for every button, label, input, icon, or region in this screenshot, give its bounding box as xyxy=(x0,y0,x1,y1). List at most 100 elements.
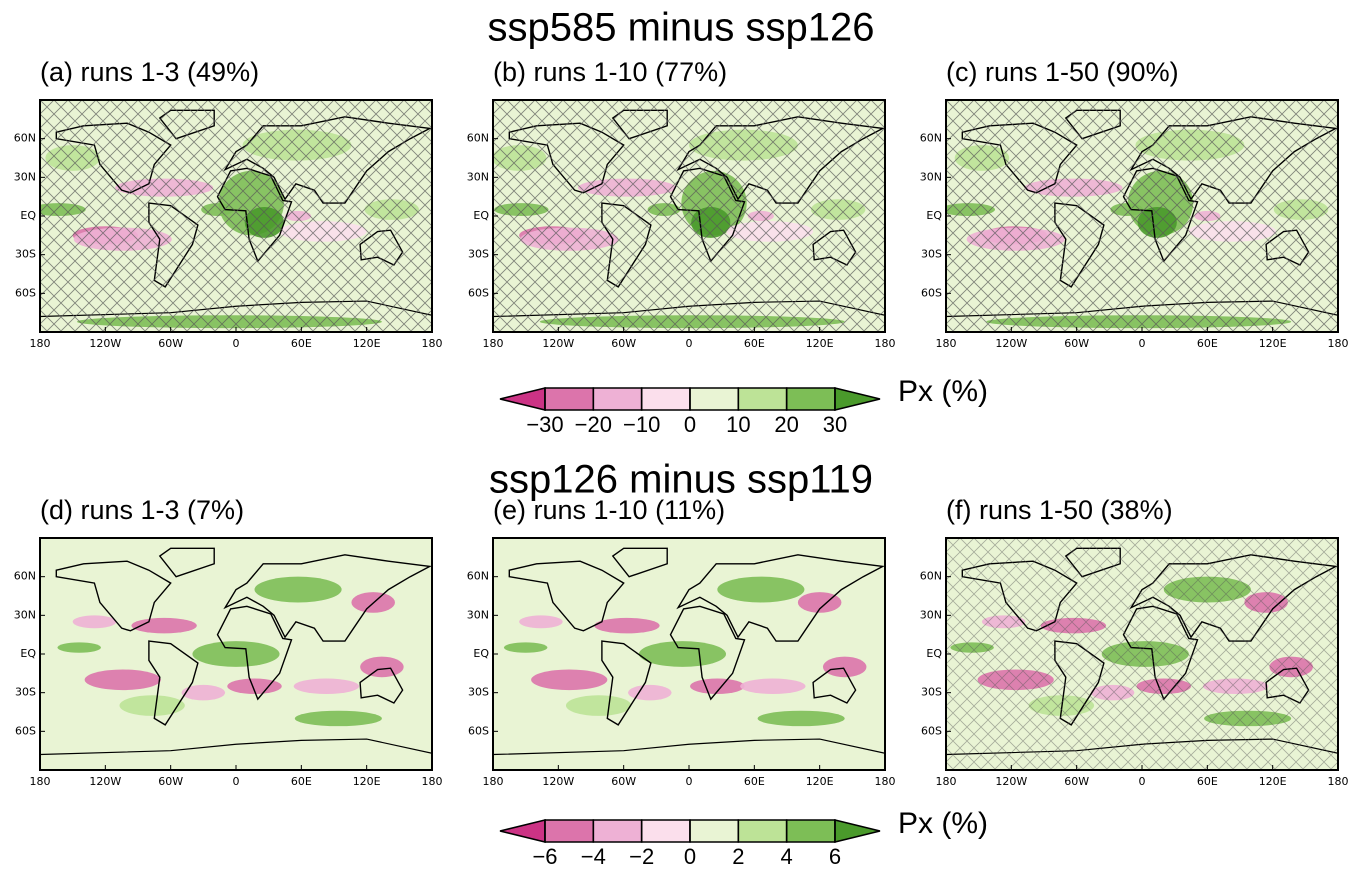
lon-tick-label: 0 xyxy=(1139,775,1146,788)
colorbar-extend-high xyxy=(834,387,881,411)
lon-tick-label: 120W xyxy=(89,337,121,350)
coastline xyxy=(508,560,625,632)
colorbar-tick-label: 10 xyxy=(726,412,750,437)
significance-hatch xyxy=(946,100,1338,332)
lat-tick-label: 30S xyxy=(921,686,942,699)
lat-tick-label: 60S xyxy=(921,724,942,737)
lon-tick-label: 180 xyxy=(483,775,504,788)
colorbar-box xyxy=(544,387,595,411)
lon-tick-label: 120E xyxy=(806,337,834,350)
significance-hatch xyxy=(40,100,432,332)
colorbar-extend-high xyxy=(834,819,881,843)
lat-tick-label: 30S xyxy=(921,248,942,261)
lat-tick-label: EQ xyxy=(926,647,942,660)
colorbar-box xyxy=(785,819,836,843)
field-blob xyxy=(565,695,632,716)
field-blob xyxy=(254,576,342,603)
lat-tick-label: 60S xyxy=(468,724,489,737)
colorbar-tick-label: −2 xyxy=(629,844,654,869)
colorbar-tick-label: 20 xyxy=(774,412,798,437)
lat-tick-label: 60N xyxy=(920,570,942,583)
lon-tick-label: 120W xyxy=(542,337,574,350)
colorbar-box xyxy=(737,819,788,843)
coastline xyxy=(223,554,432,642)
coastline xyxy=(676,554,885,642)
colorbar-box xyxy=(640,387,691,411)
field-blob xyxy=(740,678,806,694)
lat-tick-label: EQ xyxy=(473,647,489,660)
lat-tick-label: 60S xyxy=(15,286,36,299)
field-blob xyxy=(72,615,117,629)
lat-tick-label: 60S xyxy=(921,286,942,299)
lat-tick-label: 60N xyxy=(467,570,489,583)
field-blob xyxy=(84,669,161,691)
lon-tick-label: 180 xyxy=(936,775,957,788)
field-blob xyxy=(519,615,563,629)
lon-tick-label: 120E xyxy=(1259,775,1287,788)
lon-tick-label: 120E xyxy=(806,775,834,788)
lon-tick-label: 60W xyxy=(158,775,183,788)
lat-tick-label: 30N xyxy=(920,608,942,621)
lat-tick-label: 60S xyxy=(468,286,489,299)
colorbar-box xyxy=(737,387,788,411)
colorbar-tick-label: −30 xyxy=(526,412,563,437)
coastline xyxy=(812,667,857,704)
lat-tick-label: EQ xyxy=(20,209,36,222)
lon-tick-label: 60E xyxy=(1197,775,1218,788)
lon-tick-label: 120E xyxy=(353,337,381,350)
field-blob xyxy=(594,617,660,634)
lon-tick-label: 60E xyxy=(744,337,765,350)
coastline xyxy=(148,640,199,726)
panel-label: (d) runs 1-3 (7%) xyxy=(40,495,244,525)
lat-tick-label: 60N xyxy=(14,570,36,583)
lon-tick-label: 180 xyxy=(875,337,896,350)
lon-tick-label: 180 xyxy=(422,775,443,788)
lon-tick-label: 60W xyxy=(1064,775,1089,788)
lat-tick-label: 30S xyxy=(468,248,489,261)
lat-tick-label: 60N xyxy=(920,132,942,145)
lon-tick-label: 120E xyxy=(1259,337,1287,350)
lat-tick-label: 30N xyxy=(467,608,489,621)
lat-tick-label: 30S xyxy=(468,686,489,699)
colorbar-box xyxy=(785,387,836,411)
lon-tick-label: 0 xyxy=(1139,337,1146,350)
lon-tick-label: 0 xyxy=(686,775,693,788)
lon-tick-label: 120E xyxy=(353,775,381,788)
colorbar-box xyxy=(640,819,691,843)
lat-tick-label: EQ xyxy=(926,209,942,222)
colorbar-tick-label: 4 xyxy=(781,844,793,869)
map-field xyxy=(40,100,432,332)
field-blob xyxy=(293,678,360,694)
lon-tick-label: 180 xyxy=(875,775,896,788)
section-title: ssp126 minus ssp119 xyxy=(489,458,873,502)
lat-tick-label: 30S xyxy=(15,686,36,699)
lat-tick-label: 60S xyxy=(15,724,36,737)
lat-tick-label: EQ xyxy=(20,647,36,660)
colorbar-box xyxy=(689,819,740,843)
lon-tick-label: 60W xyxy=(611,337,636,350)
lon-tick-label: 60W xyxy=(158,337,183,350)
colorbar-box xyxy=(689,387,740,411)
lon-tick-label: 60W xyxy=(1064,337,1089,350)
field-blob xyxy=(757,710,845,727)
panel-label: (f) runs 1-50 (38%) xyxy=(946,495,1173,525)
field-blob xyxy=(503,642,548,653)
coastline xyxy=(40,738,432,756)
lat-tick-label: 60N xyxy=(14,132,36,145)
lat-tick-label: 30N xyxy=(14,608,36,621)
coastline xyxy=(359,667,404,704)
map-panel: 60N 30N EQ 30S 60S 180 120W 60W 0 60E 120E 180 xyxy=(467,99,896,350)
field-blob xyxy=(531,669,608,691)
colorbar-label: Px (%) xyxy=(898,807,988,840)
map-field xyxy=(493,538,885,770)
field-blob xyxy=(717,576,805,603)
field-blob xyxy=(119,695,185,716)
lon-tick-label: 120W xyxy=(995,337,1027,350)
coastline xyxy=(216,605,293,701)
map-panel: 60N 30N EQ 30S 60S 180 120W 60W 0 60E 120E 180 xyxy=(920,537,1349,788)
panel-label: (b) runs 1-10 (77%) xyxy=(493,57,727,87)
lon-tick-label: 180 xyxy=(936,337,957,350)
significance-hatch xyxy=(493,100,885,332)
lat-tick-label: 30S xyxy=(15,248,36,261)
